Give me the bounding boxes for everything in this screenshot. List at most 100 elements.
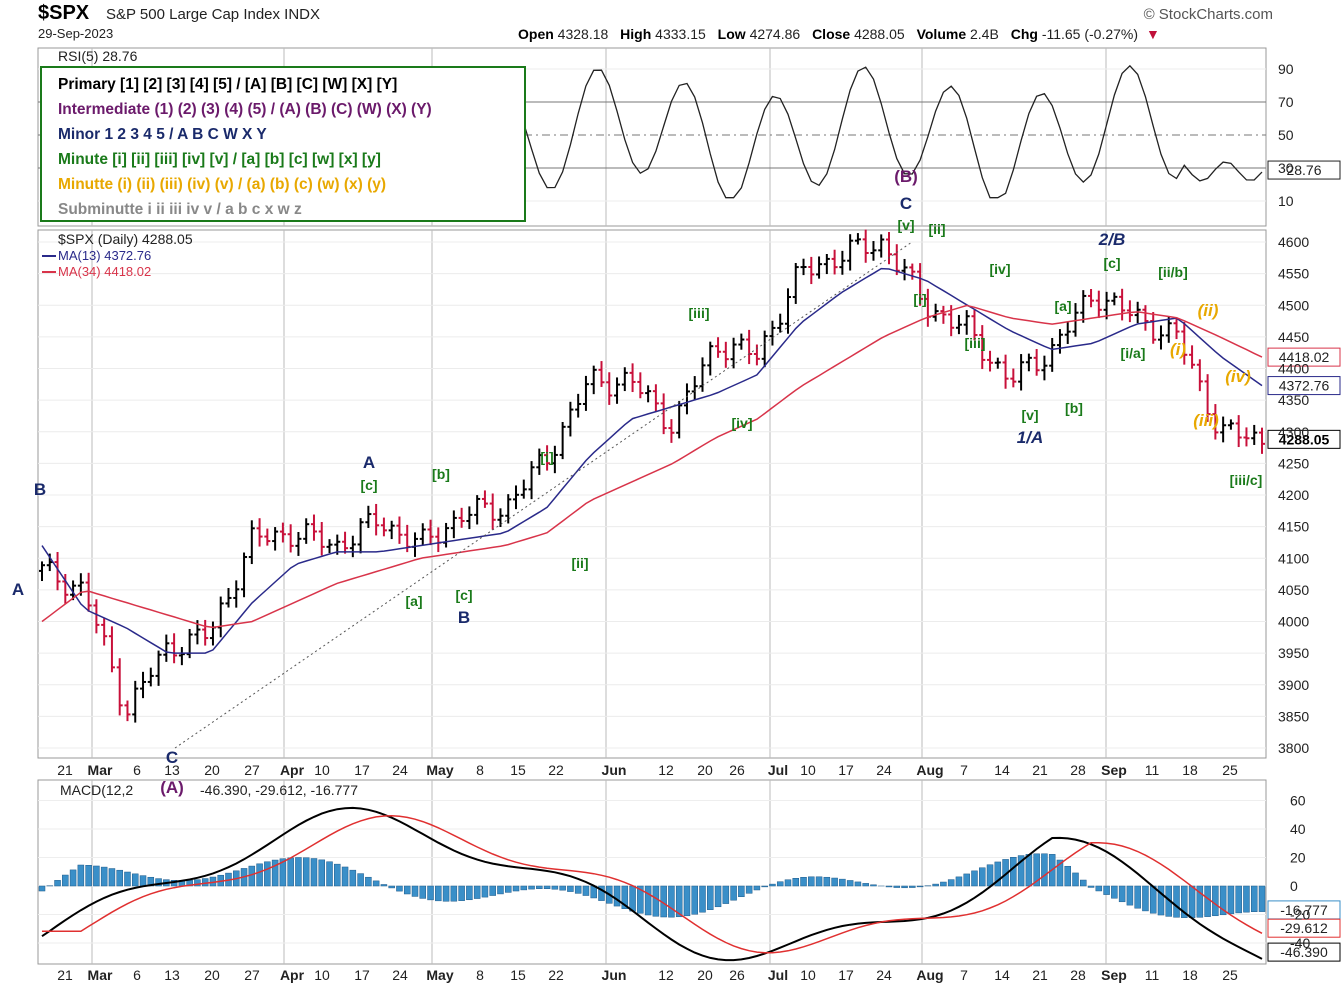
x-tick-label-macd: 25 <box>1222 967 1238 983</box>
wave-label: [iv] <box>732 415 753 431</box>
x-tick-label-macd: 18 <box>1182 967 1198 983</box>
x-tick-label-macd: 14 <box>994 967 1010 983</box>
x-tick-label: 20 <box>204 762 220 778</box>
macd-hist-bar <box>256 863 263 887</box>
macd-hist-bar <box>69 869 77 887</box>
macd-hist-bar <box>1087 885 1095 888</box>
macd-tick-label: 40 <box>1290 821 1306 837</box>
macd-tick-label: 20 <box>1290 850 1306 866</box>
x-tick-label: 10 <box>314 762 330 778</box>
macd-hist-bar <box>986 864 994 887</box>
x-tick-label: 24 <box>392 762 408 778</box>
macd-hist-bar <box>808 876 815 887</box>
x-tick-label-macd: 28 <box>1070 967 1086 983</box>
macd-hist-bar <box>473 885 481 899</box>
x-tick-label-macd: 20 <box>697 967 713 983</box>
x-tick-label-macd: 17 <box>838 967 854 983</box>
x-tick-label-macd: 15 <box>510 967 526 983</box>
macd-hist-bar <box>675 885 683 918</box>
wave-label: [a] <box>405 593 422 609</box>
price-tick-label: 3900 <box>1278 677 1309 693</box>
macd-hist-bar <box>512 885 520 892</box>
macd-hist-bar <box>201 878 209 887</box>
macd-hist-bar <box>916 885 924 888</box>
volume-label: Volume <box>916 26 967 42</box>
macd-hist-bar <box>372 880 380 887</box>
price-tick-label: 4500 <box>1278 297 1309 313</box>
macd-hist-bar <box>1080 879 1087 887</box>
macd-hist-bar <box>396 885 403 892</box>
x-tick-label: 20 <box>697 762 713 778</box>
rsi-tick-label: 10 <box>1278 193 1294 209</box>
x-tick-label-macd: Jun <box>602 967 627 983</box>
chg-label: Chg <box>1010 26 1038 42</box>
wave-label: C <box>900 194 912 213</box>
wave-label: [v] <box>897 217 914 233</box>
macd-hist-bar <box>885 885 893 888</box>
macd-hist-bar <box>738 885 745 898</box>
macd-tick-label: 0 <box>1290 878 1298 894</box>
x-tick-label-macd: Jul <box>768 967 788 983</box>
x-tick-label: Sep <box>1101 762 1127 778</box>
macd-hist-bar <box>901 885 908 889</box>
macd-hist-bar <box>947 879 955 887</box>
wave-label: [b] <box>432 466 450 482</box>
price-tick-label: 4450 <box>1278 329 1309 345</box>
macd-hist-bar <box>295 857 302 887</box>
macd-badge-box <box>1267 918 1341 938</box>
macd-hist-bar <box>264 861 271 887</box>
macd-hist-bar <box>411 885 419 897</box>
macd-hist-bar <box>427 885 434 901</box>
macd-hist-bar <box>1033 853 1040 887</box>
price-tick-label: 4100 <box>1278 550 1309 566</box>
wave-label: (iii) <box>1193 411 1219 430</box>
macd-hist-bar <box>1258 885 1266 912</box>
macd-hist-bar <box>932 883 939 887</box>
x-tick-label-macd: 7 <box>960 967 968 983</box>
legend-minute: Minute [i] [ii] [iii] [iv] [v] / [a] [b]… <box>58 151 381 168</box>
x-tick-label-macd: 10 <box>314 967 330 983</box>
x-tick-label-macd: 24 <box>876 967 892 983</box>
legend-minutte: Minutte (i) (ii) (iii) (iv) (v) / (a) (b… <box>58 176 387 193</box>
low-label: Low <box>717 26 746 42</box>
wave-label: (A) <box>160 778 184 797</box>
macd-hist-bar <box>621 885 629 909</box>
macd-hist-bar <box>598 885 605 901</box>
price-tick-label: 4350 <box>1278 392 1309 408</box>
high-label: High <box>620 26 652 42</box>
price-tick-label: 4300 <box>1278 424 1309 440</box>
macd-hist-bar <box>582 885 590 896</box>
wave-label: [ii] <box>571 555 588 571</box>
macd-hist-bar <box>1056 859 1064 887</box>
macd-hist-bar <box>870 884 877 887</box>
ma13-label: MA(13) 4372.76 <box>58 248 151 263</box>
macd-hist-bar <box>1157 885 1165 916</box>
macd-hist-bar <box>380 884 388 887</box>
macd-hist-bar <box>1204 885 1211 917</box>
x-tick-label: 11 <box>1145 762 1160 778</box>
macd-hist-bar <box>971 870 978 887</box>
macd-hist-bar <box>846 880 854 887</box>
macd-hist-bar <box>116 869 123 887</box>
macd-hist-bar <box>403 885 411 895</box>
macd-badge: -16.777 <box>1280 902 1328 918</box>
macd-badge-box <box>1267 942 1341 962</box>
price-tick-label: 4050 <box>1278 582 1309 598</box>
price-tick-label: 4400 <box>1278 361 1309 377</box>
wave-label: [c] <box>455 587 472 603</box>
close-badge: 4288.05 <box>1279 431 1330 447</box>
macd-hist-bar <box>1142 885 1149 912</box>
rsi-label: RSI(5) 28.76 <box>58 48 138 64</box>
macd-hist-bar <box>1118 885 1126 903</box>
wave-label: [i] <box>913 291 926 307</box>
macd-hist-bar <box>714 885 722 908</box>
price-tick-label: 4550 <box>1278 266 1309 282</box>
macd-hist-bar <box>1181 885 1188 918</box>
x-tick-label: Jun <box>602 762 627 778</box>
macd-hist-bar <box>1025 854 1033 887</box>
price-tick-label: 4600 <box>1278 234 1309 250</box>
open-value: 4328.18 <box>557 26 609 42</box>
macd-hist-bar <box>1196 885 1204 918</box>
macd-hist-bar <box>1095 885 1103 892</box>
x-tick-label-macd: 21 <box>1032 967 1048 983</box>
